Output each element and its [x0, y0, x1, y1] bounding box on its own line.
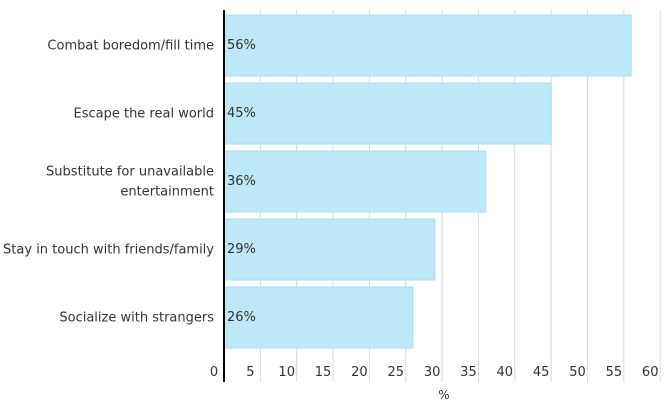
bar	[223, 218, 436, 281]
x-tick-label: 25	[387, 365, 404, 380]
x-tick-label: 30	[424, 365, 441, 380]
category-label: Combat boredom/fill time	[47, 38, 214, 53]
x-tick-label: 40	[497, 365, 514, 380]
x-tick-label: 5	[246, 365, 254, 380]
data-label: 26%	[227, 310, 256, 325]
data-label: 36%	[227, 174, 256, 189]
category-label: Substitute for unavailable entertainment	[46, 164, 214, 199]
bar	[223, 14, 632, 77]
x-tick-labels: 0 5 10 15 20 25 30 35 40 45 50 55 60	[210, 365, 659, 380]
category-labels: Combat boredom/fill time Escape the real …	[3, 38, 214, 325]
bar	[223, 82, 552, 145]
x-tick-label: 10	[278, 365, 295, 380]
category-label: Stay in touch with friends/family	[3, 242, 214, 257]
category-label: Socialize with strangers	[59, 310, 214, 325]
x-tick-label: 20	[351, 365, 368, 380]
category-label: Escape the real world	[73, 106, 214, 121]
x-tick-label: 50	[569, 365, 586, 380]
data-label: 56%	[227, 38, 256, 53]
x-tick-label: 15	[315, 365, 332, 380]
data-label: 29%	[227, 242, 256, 257]
x-tick-label: 45	[533, 365, 550, 380]
x-tick-label: 60	[642, 365, 659, 380]
data-label: 45%	[227, 106, 256, 121]
bar	[223, 286, 414, 349]
x-tick-label: 35	[460, 365, 477, 380]
bars: 56% 45% 36% 29% 26%	[223, 14, 632, 349]
x-axis-title: %	[438, 388, 449, 402]
x-tick-label: 0	[210, 365, 218, 380]
x-tick-label: 55	[606, 365, 623, 380]
bar	[223, 150, 487, 213]
